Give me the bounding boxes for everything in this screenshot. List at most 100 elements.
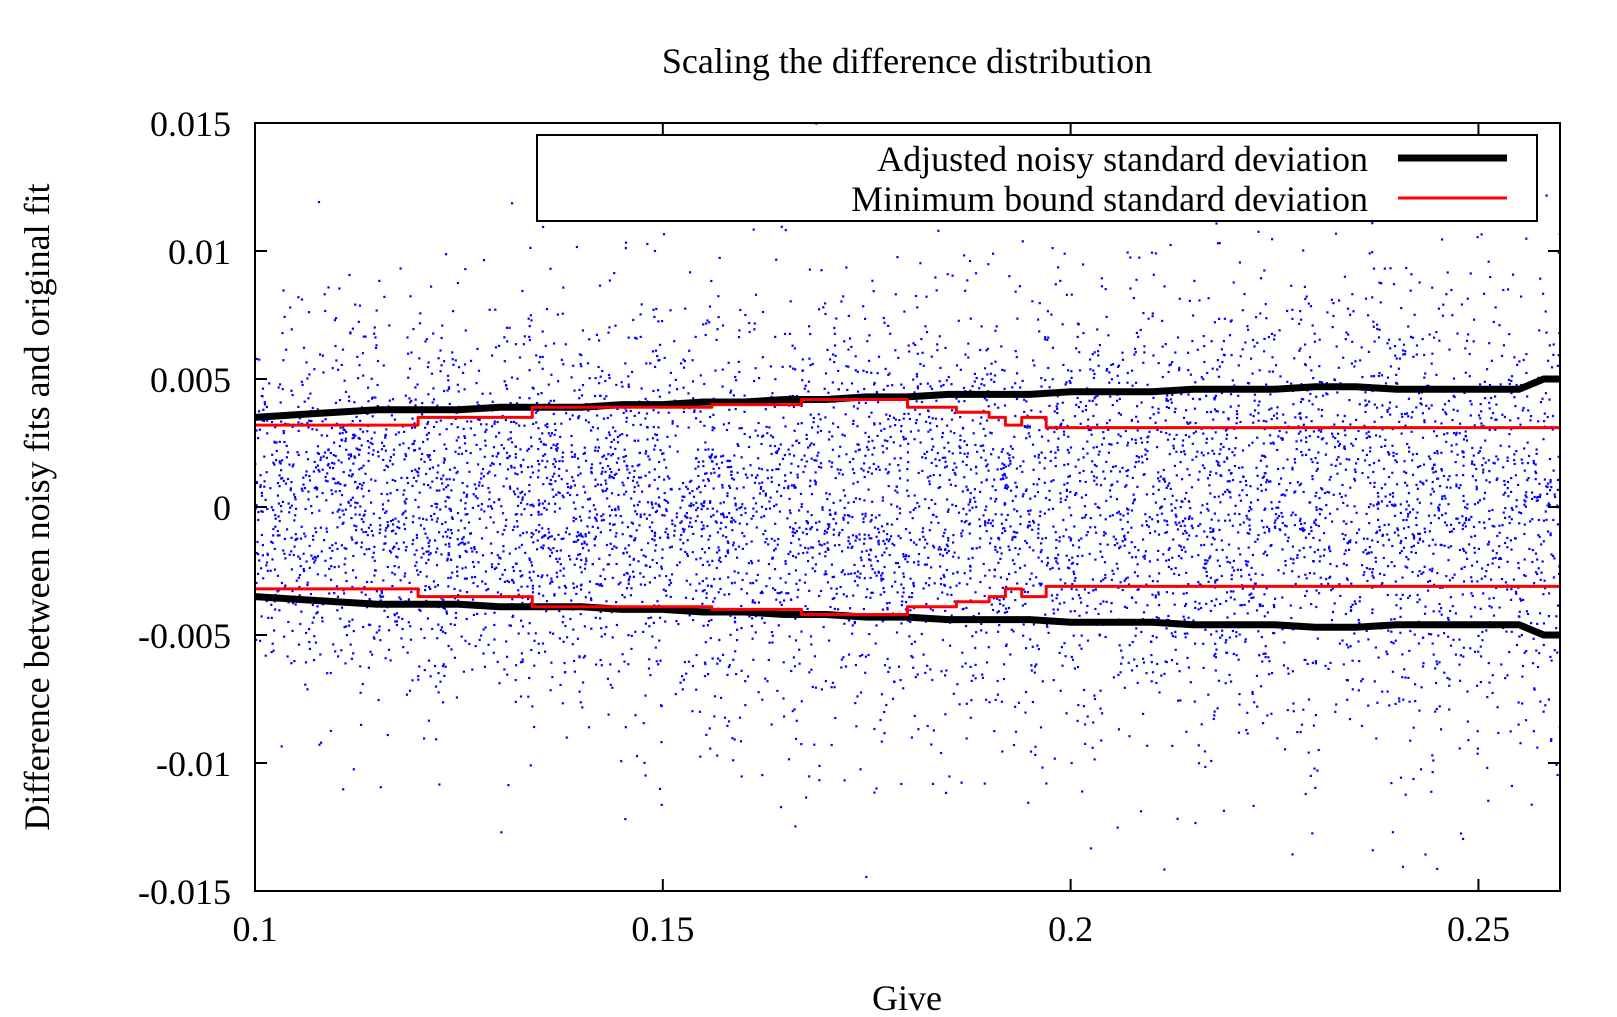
scatter-point: [727, 576, 730, 579]
scatter-point: [1510, 379, 1513, 382]
scatter-point: [1044, 536, 1047, 540]
scatter-point: [379, 524, 382, 527]
scatter-point: [727, 459, 730, 462]
scatter-point: [658, 787, 662, 790]
scatter-point: [527, 632, 530, 635]
scatter-point: [575, 557, 578, 560]
scatter-point: [1416, 487, 1419, 490]
scatter-point: [363, 513, 366, 516]
scatter-point: [1140, 441, 1144, 444]
scatter-point: [889, 435, 892, 439]
scatter-point: [541, 459, 544, 462]
scatter-point: [454, 450, 457, 453]
scatter-point: [444, 521, 447, 524]
scatter-point: [1503, 479, 1506, 483]
scatter-point: [1002, 466, 1005, 470]
scatter-point: [1305, 440, 1308, 444]
scatter-point: [397, 520, 400, 523]
scatter-point: [1264, 303, 1267, 306]
scatter-point: [1421, 481, 1424, 485]
scatter-point: [831, 597, 834, 600]
scatter-point: [867, 448, 870, 451]
scatter-point: [1197, 762, 1201, 765]
scatter-point: [1163, 519, 1166, 522]
scatter-point: [345, 431, 348, 434]
scatter-point: [810, 643, 813, 646]
scatter-point: [1169, 363, 1172, 366]
scatter-point: [1133, 658, 1136, 661]
scatter-point: [294, 533, 297, 536]
scatter-point: [1192, 619, 1195, 622]
scatter-point: [858, 576, 861, 579]
scatter-point: [768, 426, 771, 429]
scatter-point: [857, 449, 860, 452]
scatter-point: [409, 625, 412, 628]
scatter-point: [1236, 416, 1239, 420]
scatter-point: [830, 587, 833, 590]
scatter-point: [588, 516, 591, 519]
scatter-point: [491, 400, 494, 403]
scatter-point: [472, 565, 476, 568]
scatter-point: [709, 457, 712, 460]
scatter-point: [1515, 643, 1519, 647]
scatter-point: [1488, 597, 1491, 600]
scatter-point: [1544, 310, 1547, 313]
scatter-point: [1446, 271, 1449, 274]
scatter-point: [928, 483, 931, 486]
scatter-point: [978, 387, 981, 390]
scatter-point: [432, 425, 436, 428]
scatter-point: [1383, 267, 1386, 270]
scatter-point: [590, 627, 593, 630]
scatter-point: [734, 520, 737, 523]
scatter-point: [420, 458, 423, 461]
scatter-point: [843, 573, 846, 576]
scatter-point: [416, 383, 419, 386]
scatter-point: [1364, 459, 1367, 462]
scatter-point: [480, 503, 483, 506]
scatter-point: [984, 522, 987, 525]
scatter-point: [817, 425, 820, 428]
scatter-point: [931, 417, 934, 420]
scatter-point: [1218, 317, 1221, 320]
scatter-point: [880, 429, 883, 432]
scatter-point: [521, 289, 524, 293]
scatter-point: [554, 460, 558, 463]
scatter-point: [817, 465, 821, 468]
scatter-point: [1302, 546, 1305, 550]
scatter-point: [1032, 521, 1036, 524]
scatter-point: [1235, 635, 1238, 638]
scatter-point: [1061, 323, 1064, 326]
scatter-point: [1538, 535, 1541, 538]
scatter-point: [616, 441, 620, 444]
scatter-point: [852, 422, 855, 425]
scatter-point: [1399, 776, 1403, 779]
scatter-point: [523, 493, 526, 496]
scatter-point: [1494, 395, 1497, 398]
scatter-point: [404, 549, 407, 552]
scatter-point: [707, 620, 711, 623]
scatter-point: [503, 668, 506, 671]
scatter-point: [847, 573, 850, 576]
scatter-point: [1525, 491, 1528, 494]
scatter-point: [770, 434, 773, 437]
scatter-point: [255, 504, 258, 507]
scatter-point: [333, 592, 336, 595]
scatter-point: [1360, 346, 1363, 349]
scatter-point: [1009, 462, 1012, 465]
scatter-point: [851, 632, 854, 635]
scatter-point: [606, 487, 609, 490]
scatter-point: [395, 620, 398, 623]
scatter-point: [422, 552, 425, 555]
scatter-point: [492, 463, 495, 466]
scatter-point: [352, 436, 356, 439]
scatter-point: [1300, 439, 1303, 442]
scatter-point: [932, 473, 935, 477]
scatter-point: [1095, 445, 1098, 449]
scatter-point: [1483, 491, 1487, 494]
scatter-point: [1494, 428, 1497, 431]
scatter-point: [811, 546, 815, 549]
scatter-point: [590, 466, 593, 470]
scatter-point: [1216, 707, 1219, 710]
scatter-point: [278, 440, 281, 443]
scatter-point: [480, 537, 484, 540]
